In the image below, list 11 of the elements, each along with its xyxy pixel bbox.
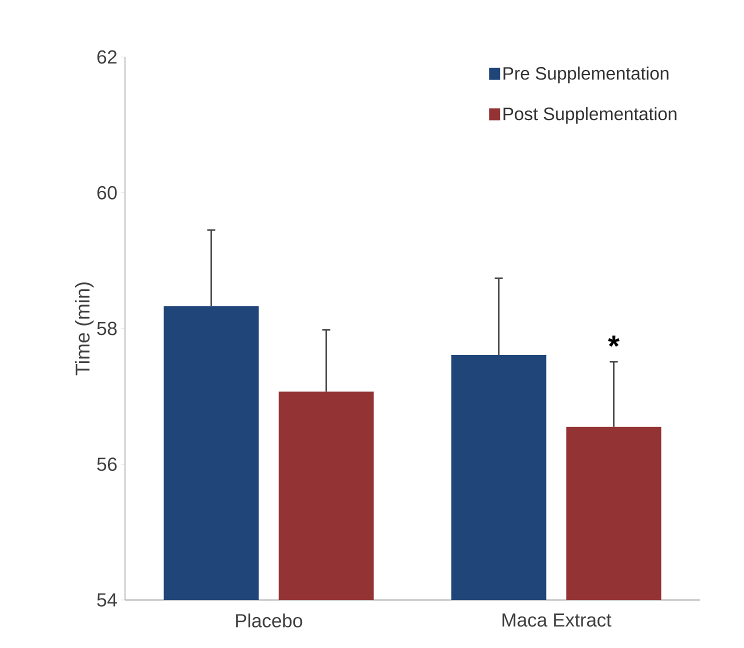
y-tick-label: 60 bbox=[97, 186, 117, 200]
x-tick-label: Placebo bbox=[236, 614, 302, 628]
y-axis-title: Time (min) bbox=[75, 282, 94, 376]
annotation: * bbox=[608, 336, 620, 347]
legend-label: Post Supplementation bbox=[504, 107, 676, 124]
y-tick-label: 58 bbox=[97, 322, 117, 336]
y-tick-label: 56 bbox=[97, 458, 117, 471]
legend-label: Pre Supplementation bbox=[504, 66, 668, 84]
y-tick-label: 54 bbox=[97, 593, 117, 607]
y-tick-label: 62 bbox=[97, 50, 117, 64]
x-tick-label: Maca Extract bbox=[502, 614, 612, 627]
